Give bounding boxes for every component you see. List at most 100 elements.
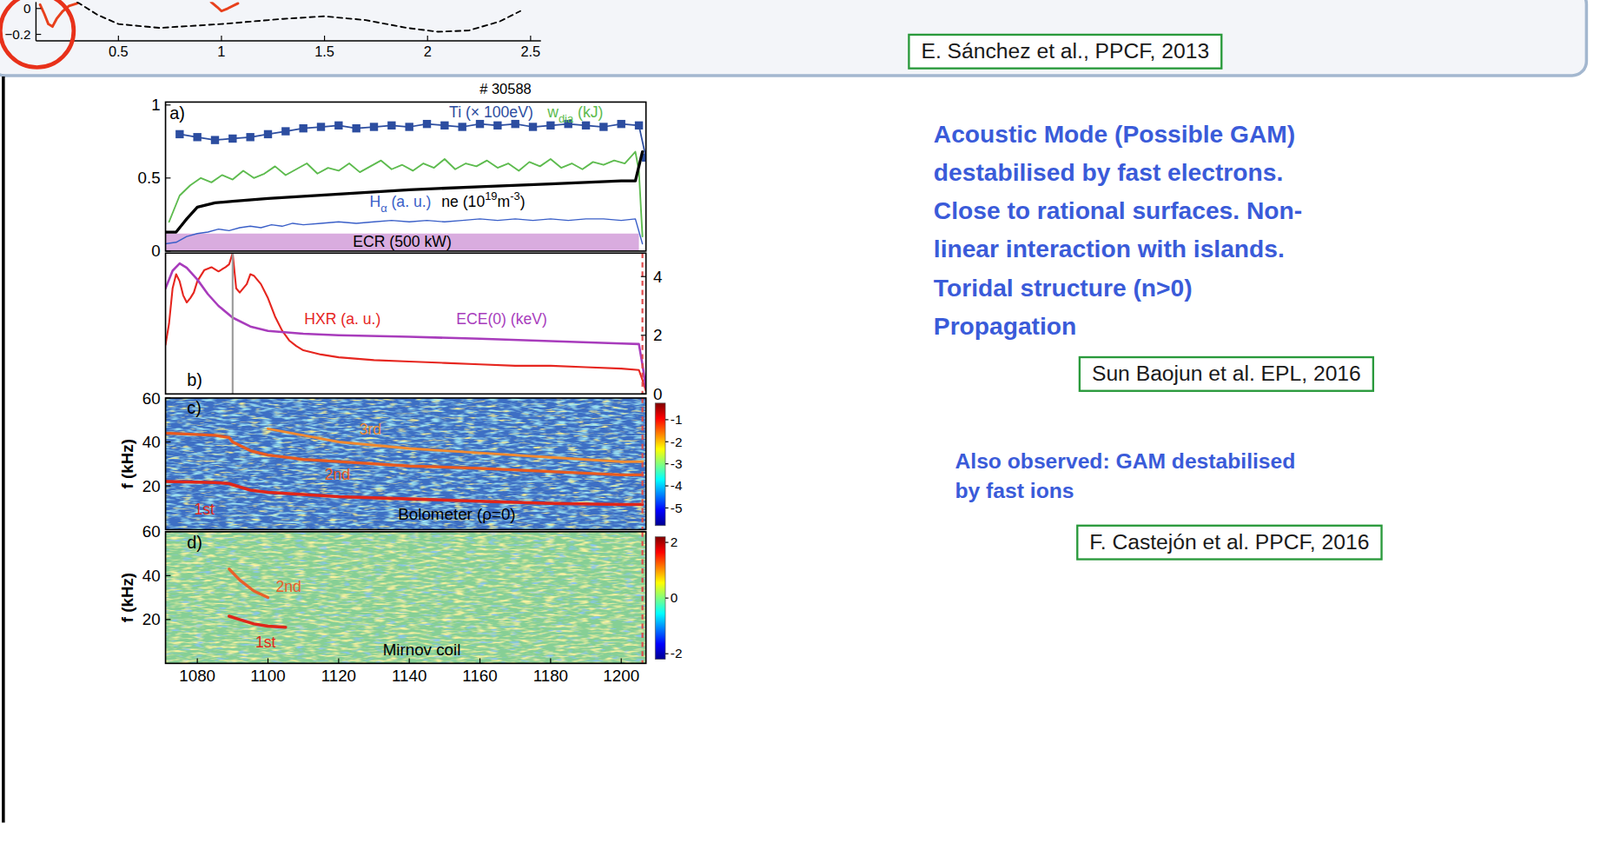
marker [228,134,237,143]
colorbar-label: -2 [670,434,683,450]
tick [427,35,429,41]
tick-label: 1080 [178,666,216,685]
tick-label: 1160 [462,666,497,685]
spectrogram-noise [165,397,647,529]
tick-label: 0.5 [108,43,129,60]
bullet: Propagation [933,311,1077,340]
note: Also observed: GAM destabilised [954,449,1296,473]
tick-label: 1200 [602,666,640,685]
tick [409,657,410,663]
tick-label: 1180 [533,666,569,685]
chart: 2040601080110011201140116011801200-202f … [118,522,682,685]
marker [264,130,272,139]
frame [165,252,647,394]
line [165,481,643,505]
tick-label: 1140 [391,666,427,685]
marker [476,119,484,128]
highlight-circle [0,0,74,68]
plot-area [165,252,647,394]
marker [493,121,502,130]
tick [165,177,172,179]
spectrogram-noise [165,531,647,663]
plot-area [165,119,647,252]
label-part: (kJ) [573,103,603,121]
series-label: Hα (a. u.) [369,192,431,215]
tick [529,35,531,41]
series-label: wdia (kJ) [546,103,603,126]
tick [665,542,669,543]
tick [165,250,172,252]
tick [665,462,669,464]
tick-label: 60 [142,522,161,541]
tick [641,393,647,395]
marker [211,135,219,144]
marker [440,121,449,130]
citation: F. Castejón et al. PPCF, 2016 [1089,529,1369,554]
spectrogram-ground [165,397,647,529]
marker [281,126,290,135]
marker [404,122,413,131]
series-label: 3rd [359,420,382,438]
marker [599,122,608,131]
chart: 204060-1-2-3-4-5f (kHz)c)Bolometer (ρ=0)… [118,389,683,530]
tick [165,618,172,620]
vertical-line [641,397,644,529]
tick-label: 1100 [250,666,285,685]
axis-line [35,1,37,41]
line [229,568,269,598]
panel-label: c) [186,397,202,417]
colorbar [654,536,666,660]
citation: E. Sánchez et al., PPCF, 2013 [920,39,1210,63]
tick-label: 4 [653,267,662,286]
tick-label: 40 [142,566,161,585]
series-label: 1st [255,633,277,651]
tick-label: 0.5 [138,168,161,187]
line [165,432,643,475]
colorbar [654,403,666,526]
citation-box [1079,357,1374,391]
marker [370,122,378,131]
tick [641,334,647,336]
colorbar-label: -5 [670,500,683,516]
tick [665,507,669,509]
left-rule [1,76,6,822]
marker [528,122,537,131]
series-label: ECR (500 kW) [352,232,452,251]
colorbar-label: -2 [670,645,683,661]
vertical-line [641,252,644,394]
axis-line [35,39,541,41]
tick [641,276,647,278]
tick [165,484,172,486]
tick [665,484,669,486]
series-label: ECE(0) (keV) [456,310,548,328]
plot-area [165,531,647,663]
marker [387,121,396,130]
slide: −0.200.511.522.500.51a)# 30588Ti (× 100e… [0,0,1600,843]
tick-label: 1 [151,95,160,114]
label-part: -3 [509,189,520,203]
marker [581,121,590,130]
marker [334,121,343,130]
tick-label: 0 [151,241,160,260]
tick-label: 0 [653,384,662,404]
marker [546,121,555,130]
bullet: linear interaction with islands. [933,234,1285,263]
marker [245,132,254,141]
tick [549,657,551,663]
tick-label: 0 [23,0,31,16]
shot-number: # 30588 [479,80,531,97]
area [165,233,640,252]
frame [165,397,647,529]
tick [479,657,481,663]
colorbar-label: -3 [670,456,683,471]
marker [423,119,431,128]
marker [617,119,626,128]
panel-label: b) [186,370,203,390]
colorbar-label: 0 [670,589,678,605]
tick [337,657,339,663]
panel-label: d) [186,532,203,552]
tick [665,418,669,420]
tick [665,597,669,599]
chart: −0.200.511.522.5 [4,0,541,59]
marker [175,130,184,139]
